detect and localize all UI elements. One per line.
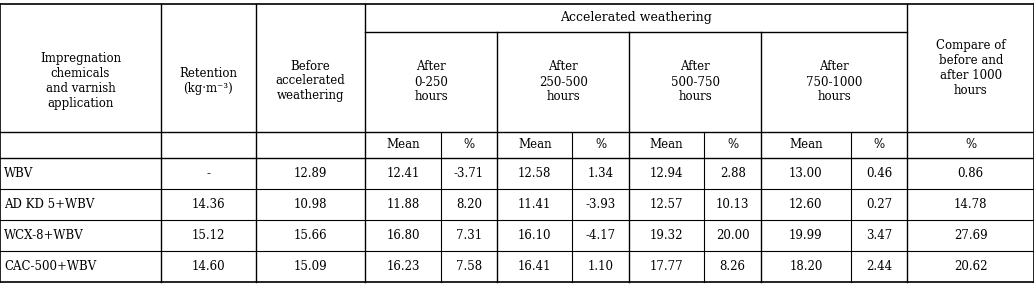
Text: 19.99: 19.99 — [789, 229, 823, 242]
Text: 12.41: 12.41 — [387, 167, 420, 180]
Text: 20.62: 20.62 — [954, 260, 987, 273]
Text: %: % — [965, 138, 976, 152]
Text: 11.41: 11.41 — [518, 198, 551, 211]
Text: 15.12: 15.12 — [191, 229, 225, 242]
Text: 12.94: 12.94 — [650, 167, 683, 180]
Text: After
500-750
hours: After 500-750 hours — [670, 61, 720, 104]
Text: -3.71: -3.71 — [454, 167, 484, 180]
Text: 20.00: 20.00 — [716, 229, 750, 242]
Text: Mean: Mean — [650, 138, 683, 152]
Text: -3.93: -3.93 — [585, 198, 616, 211]
Text: Compare of
before and
after 1000
hours: Compare of before and after 1000 hours — [936, 39, 1005, 97]
Text: After
750-1000
hours: After 750-1000 hours — [805, 61, 862, 104]
Text: 0.86: 0.86 — [957, 167, 983, 180]
Text: Accelerated weathering: Accelerated weathering — [560, 11, 712, 25]
Text: Mean: Mean — [789, 138, 823, 152]
Text: WBV: WBV — [4, 167, 33, 180]
Text: 7.58: 7.58 — [456, 260, 482, 273]
Text: %: % — [727, 138, 738, 152]
Text: 12.89: 12.89 — [294, 167, 328, 180]
Text: Before
accelerated
weathering: Before accelerated weathering — [276, 59, 345, 102]
Text: %: % — [874, 138, 885, 152]
Text: 16.10: 16.10 — [518, 229, 551, 242]
Text: -: - — [207, 167, 210, 180]
Text: %: % — [463, 138, 475, 152]
Text: 8.20: 8.20 — [456, 198, 482, 211]
Text: 1.34: 1.34 — [587, 167, 614, 180]
Text: 18.20: 18.20 — [789, 260, 822, 273]
Text: WCX-8+WBV: WCX-8+WBV — [4, 229, 84, 242]
Text: 2.44: 2.44 — [865, 260, 892, 273]
Text: -4.17: -4.17 — [585, 229, 616, 242]
Text: 12.57: 12.57 — [650, 198, 683, 211]
Text: %: % — [596, 138, 606, 152]
Text: 27.69: 27.69 — [954, 229, 987, 242]
Text: Mean: Mean — [386, 138, 420, 152]
Text: 7.31: 7.31 — [456, 229, 482, 242]
Text: 14.78: 14.78 — [954, 198, 987, 211]
Text: CAC-500+WBV: CAC-500+WBV — [4, 260, 96, 273]
Text: After
250-500
hours: After 250-500 hours — [539, 61, 587, 104]
Text: 19.32: 19.32 — [650, 229, 683, 242]
Text: 16.80: 16.80 — [386, 229, 420, 242]
Text: 16.23: 16.23 — [386, 260, 420, 273]
Text: 0.46: 0.46 — [865, 167, 892, 180]
Text: Retention
(kg·m⁻³): Retention (kg·m⁻³) — [179, 67, 238, 95]
Text: Impregnation
chemicals
and varnish
application: Impregnation chemicals and varnish appli… — [40, 52, 121, 110]
Text: 0.27: 0.27 — [865, 198, 892, 211]
Text: 1.10: 1.10 — [587, 260, 614, 273]
Text: 15.09: 15.09 — [294, 260, 328, 273]
Text: After
0-250
hours: After 0-250 hours — [415, 61, 448, 104]
Text: 17.77: 17.77 — [650, 260, 683, 273]
Text: 15.66: 15.66 — [294, 229, 328, 242]
Text: 14.60: 14.60 — [191, 260, 225, 273]
Text: 11.88: 11.88 — [387, 198, 420, 211]
Text: 10.13: 10.13 — [716, 198, 750, 211]
Text: 10.98: 10.98 — [294, 198, 328, 211]
Text: 16.41: 16.41 — [518, 260, 551, 273]
Text: 2.88: 2.88 — [720, 167, 746, 180]
Text: 3.47: 3.47 — [865, 229, 892, 242]
Text: 8.26: 8.26 — [720, 260, 746, 273]
Text: 12.58: 12.58 — [518, 167, 551, 180]
Text: 12.60: 12.60 — [789, 198, 823, 211]
Text: 14.36: 14.36 — [191, 198, 225, 211]
Text: Mean: Mean — [518, 138, 551, 152]
Text: 13.00: 13.00 — [789, 167, 823, 180]
Text: AD KD 5+WBV: AD KD 5+WBV — [4, 198, 94, 211]
